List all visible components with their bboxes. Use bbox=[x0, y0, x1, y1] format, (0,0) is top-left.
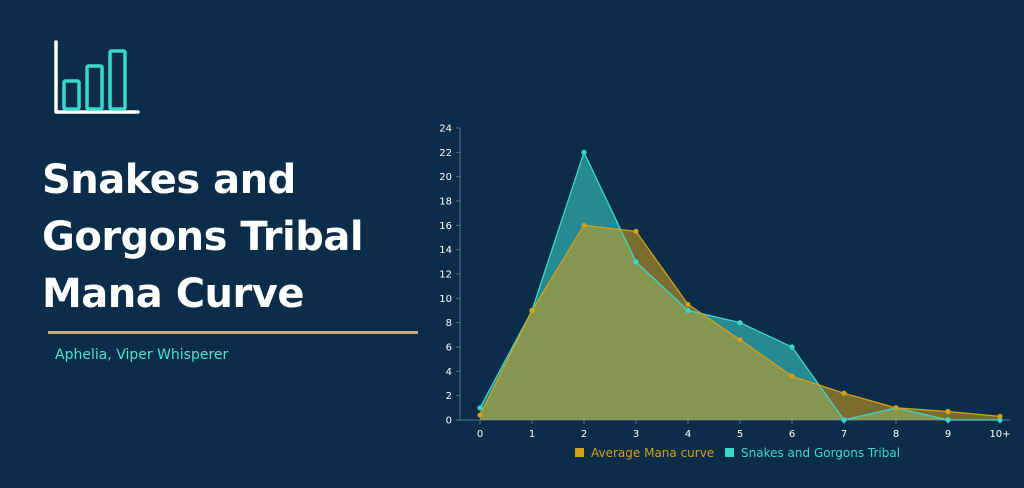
legend[interactable]: Average Mana curve Snakes and Gorgons Tri… bbox=[575, 446, 900, 460]
data-point[interactable] bbox=[581, 149, 587, 155]
y-tick-label: 10 bbox=[439, 294, 452, 305]
data-point[interactable] bbox=[581, 222, 587, 228]
bar-chart-icon bbox=[54, 40, 140, 114]
x-tick-label: 6 bbox=[789, 429, 795, 440]
data-point[interactable] bbox=[633, 228, 639, 235]
x-axis: 0 1 2 3 4 5 6 7 8 9 10+ bbox=[460, 419, 1011, 440]
data-point[interactable] bbox=[997, 413, 1003, 419]
data-point[interactable] bbox=[997, 417, 1003, 423]
legend-swatch bbox=[575, 448, 584, 457]
series-layer bbox=[477, 149, 1003, 423]
x-tick-label: 5 bbox=[737, 429, 743, 440]
y-tick-label: 2 bbox=[446, 391, 452, 402]
x-tick-label: 3 bbox=[633, 429, 639, 440]
y-tick-label: 6 bbox=[446, 343, 452, 354]
legend-swatch bbox=[725, 448, 734, 457]
data-point[interactable] bbox=[945, 417, 951, 423]
data-point[interactable] bbox=[685, 307, 691, 314]
data-point[interactable] bbox=[477, 412, 483, 418]
data-point[interactable] bbox=[737, 320, 743, 326]
data-point[interactable] bbox=[529, 307, 535, 314]
y-tick-label: 20 bbox=[439, 172, 452, 183]
legend-label: Average Mana curve bbox=[591, 446, 714, 460]
title-line-3: Mana Curve bbox=[42, 271, 304, 317]
commander-name: Aphelia, Viper Whisperer bbox=[55, 347, 229, 363]
data-point[interactable] bbox=[789, 373, 795, 379]
x-tick-label: 2 bbox=[581, 429, 587, 440]
y-tick-label: 16 bbox=[439, 221, 452, 232]
title-line-2: Gorgons Tribal bbox=[42, 214, 364, 260]
x-tick-label: 10+ bbox=[989, 429, 1010, 440]
y-tick-label: 18 bbox=[439, 197, 452, 208]
y-tick-label: 12 bbox=[439, 270, 452, 281]
x-tick-label: 9 bbox=[945, 429, 951, 440]
x-tick-label: 7 bbox=[841, 429, 847, 440]
data-point[interactable] bbox=[737, 337, 743, 343]
data-point[interactable] bbox=[633, 259, 639, 265]
y-tick-label: 4 bbox=[446, 367, 452, 378]
data-point[interactable] bbox=[477, 405, 483, 411]
data-point[interactable] bbox=[841, 417, 847, 423]
data-point[interactable] bbox=[789, 344, 795, 350]
legend-label: Snakes and Gorgons Tribal bbox=[741, 446, 900, 460]
x-tick-label: 0 bbox=[477, 429, 483, 440]
x-tick-label: 8 bbox=[893, 429, 899, 440]
y-tick-label: 0 bbox=[446, 416, 452, 427]
data-point[interactable] bbox=[841, 390, 847, 396]
title-divider bbox=[48, 331, 418, 334]
legend-item-1[interactable]: Snakes and Gorgons Tribal bbox=[725, 446, 900, 460]
x-tick-label: 1 bbox=[529, 429, 535, 440]
page-title: Snakes and Gorgons Tribal Mana Curve bbox=[42, 152, 422, 323]
y-tick-label: 8 bbox=[446, 318, 452, 329]
title-line-1: Snakes and bbox=[42, 157, 296, 203]
data-point[interactable] bbox=[945, 408, 951, 415]
data-point[interactable] bbox=[893, 405, 899, 411]
y-tick-label: 24 bbox=[439, 124, 452, 135]
data-point[interactable] bbox=[685, 301, 691, 308]
x-tick-label: 4 bbox=[685, 429, 691, 440]
y-tick-label: 14 bbox=[439, 245, 452, 256]
series-area-0 bbox=[480, 225, 1000, 420]
y-tick-label: 22 bbox=[439, 148, 452, 159]
legend-item-0[interactable]: Average Mana curve bbox=[575, 446, 714, 460]
